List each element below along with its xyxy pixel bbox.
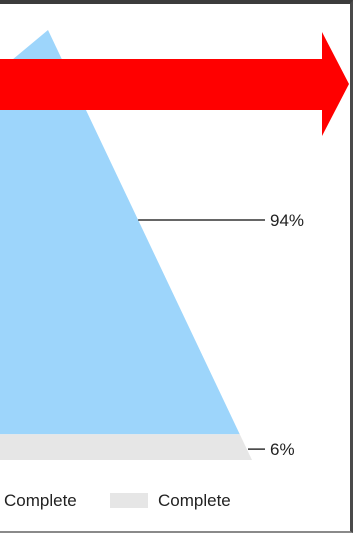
legend-label-complete-2: Complete	[158, 491, 231, 510]
legend: Complete Complete	[0, 489, 340, 513]
data-label-6: 6%	[270, 440, 295, 459]
funnel-segment-complete-94	[0, 30, 240, 435]
legend-swatch-complete-2	[110, 493, 148, 508]
funnel-chart: 94% 6%	[0, 30, 349, 460]
funnel-segment-complete-6	[0, 434, 252, 460]
data-label-94: 94%	[270, 211, 304, 230]
legend-label-complete-1: Complete	[4, 491, 77, 510]
red-arrow-annotation	[0, 32, 349, 136]
